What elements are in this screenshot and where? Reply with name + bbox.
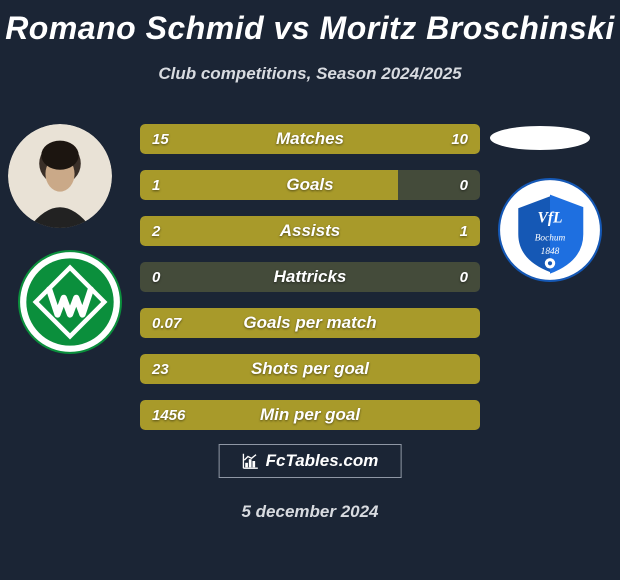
stat-row: Matches15 10 — [140, 124, 480, 154]
stat-row: Shots per goal23 — [140, 354, 480, 384]
page-subtitle: Club competitions, Season 2024/2025 — [0, 64, 620, 84]
player2-avatar — [490, 126, 590, 150]
stat-row: Goals per match0.07 — [140, 308, 480, 338]
stat-label: Goals per match — [140, 313, 480, 333]
player1-avatar — [8, 124, 112, 228]
stat-val-left: 1 — [152, 177, 160, 194]
person-icon — [8, 124, 112, 228]
brand-text: FcTables.com — [266, 451, 379, 471]
stat-val-left: 0.07 — [152, 315, 181, 332]
stat-val-left: 1456 — [152, 407, 185, 424]
werder-icon — [18, 250, 122, 354]
bochum-icon: VfL Bochum 1848 — [498, 178, 602, 282]
stats-bars: Matches1510Goals10Assists21Hattricks00Go… — [140, 124, 480, 430]
chart-icon — [242, 452, 260, 470]
club1-badge — [18, 250, 122, 354]
stat-val-right: 0 — [460, 177, 468, 194]
stat-row: Min per goal1456 — [140, 400, 480, 430]
date-text: 5 december 2024 — [0, 502, 620, 522]
stat-label: Shots per goal — [140, 359, 480, 379]
stat-label: Assists — [140, 221, 480, 241]
brand-badge: FcTables.com — [219, 444, 402, 478]
stat-row: Hattricks0 0 — [140, 262, 480, 292]
stat-label: Matches — [140, 129, 480, 149]
stat-label: Min per goal — [140, 405, 480, 425]
stat-val-right: 0 — [460, 269, 468, 286]
stat-label: Goals — [140, 175, 480, 195]
svg-text:VfL: VfL — [537, 210, 562, 227]
club2-badge: VfL Bochum 1848 — [498, 178, 602, 282]
stat-label: Hattricks — [140, 267, 480, 287]
svg-text:Bochum: Bochum — [535, 233, 566, 243]
page-title: Romano Schmid vs Moritz Broschinski — [0, 10, 620, 47]
stat-val-right: 1 — [460, 223, 468, 240]
stat-val-left: 23 — [152, 361, 169, 378]
stat-val-left: 0 — [152, 269, 160, 286]
stat-val-left: 2 — [152, 223, 160, 240]
stat-row: Assists2 1 — [140, 216, 480, 246]
stat-val-right: 10 — [451, 131, 468, 148]
svg-text:1848: 1848 — [541, 247, 560, 257]
stat-val-left: 15 — [152, 131, 169, 148]
stat-row: Goals1 0 — [140, 170, 480, 200]
